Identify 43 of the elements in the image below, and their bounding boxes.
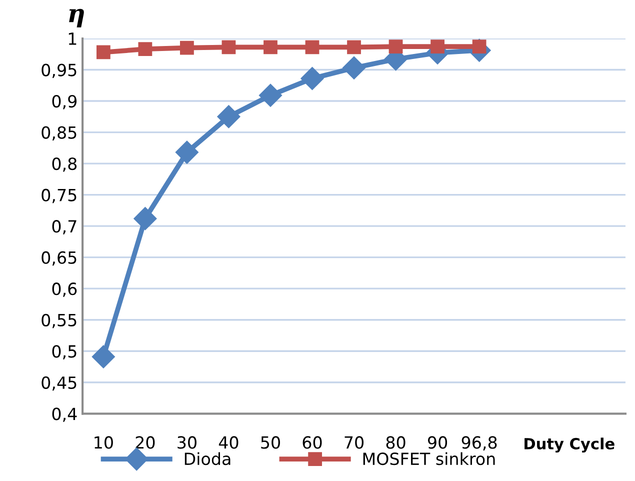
x-tick-label: 60 (302, 436, 322, 449)
x-tick-label: 96,8 (462, 436, 497, 450)
point (347, 40, 361, 54)
y-tick-label: 0,8 (52, 158, 77, 172)
point (92, 345, 115, 368)
y-axis-title: η (69, 8, 84, 28)
point (300, 67, 324, 90)
point (222, 40, 236, 54)
x-tick-label: 70 (344, 436, 364, 449)
x-tick-label: 80 (386, 436, 406, 449)
x-tick-label: 20 (136, 436, 155, 449)
y-tick-label: 0,5 (52, 345, 76, 360)
x-tick-label: 90 (428, 436, 448, 449)
x-tick-label: 30 (178, 436, 196, 449)
point (217, 105, 240, 128)
point (138, 42, 152, 56)
y-tick-label: 0,95 (42, 64, 76, 78)
y-tick-label: 0,85 (42, 126, 76, 141)
point (430, 40, 444, 54)
x-tick-label: 50 (261, 436, 280, 449)
point (305, 40, 320, 54)
legend-label: MOSFET sinkron (363, 452, 495, 466)
x-tick-label: 40 (218, 436, 238, 449)
y-tick-label: 0,65 (42, 251, 76, 266)
y-tick-label: 0,45 (42, 376, 76, 391)
x-tick-label: 10 (94, 436, 113, 449)
y-tick-label: 1 (68, 32, 76, 45)
point (258, 84, 282, 107)
y-tick-label: 0,75 (42, 188, 76, 204)
point (342, 56, 366, 80)
point (175, 140, 198, 164)
y-tick-label: 0,7 (52, 220, 76, 234)
point (134, 207, 157, 230)
y-tick-label: 0,55 (42, 314, 76, 328)
y-tick-label: 0,9 (52, 94, 77, 110)
point (180, 40, 194, 55)
point (264, 40, 278, 54)
y-tick-label: 0,4 (52, 408, 77, 422)
legend-label: Dioda (184, 452, 230, 466)
point (96, 45, 110, 60)
point (388, 40, 403, 54)
y-tick-label: 0,6 (52, 282, 77, 297)
x-axis-title: Duty Cycle (524, 438, 614, 453)
